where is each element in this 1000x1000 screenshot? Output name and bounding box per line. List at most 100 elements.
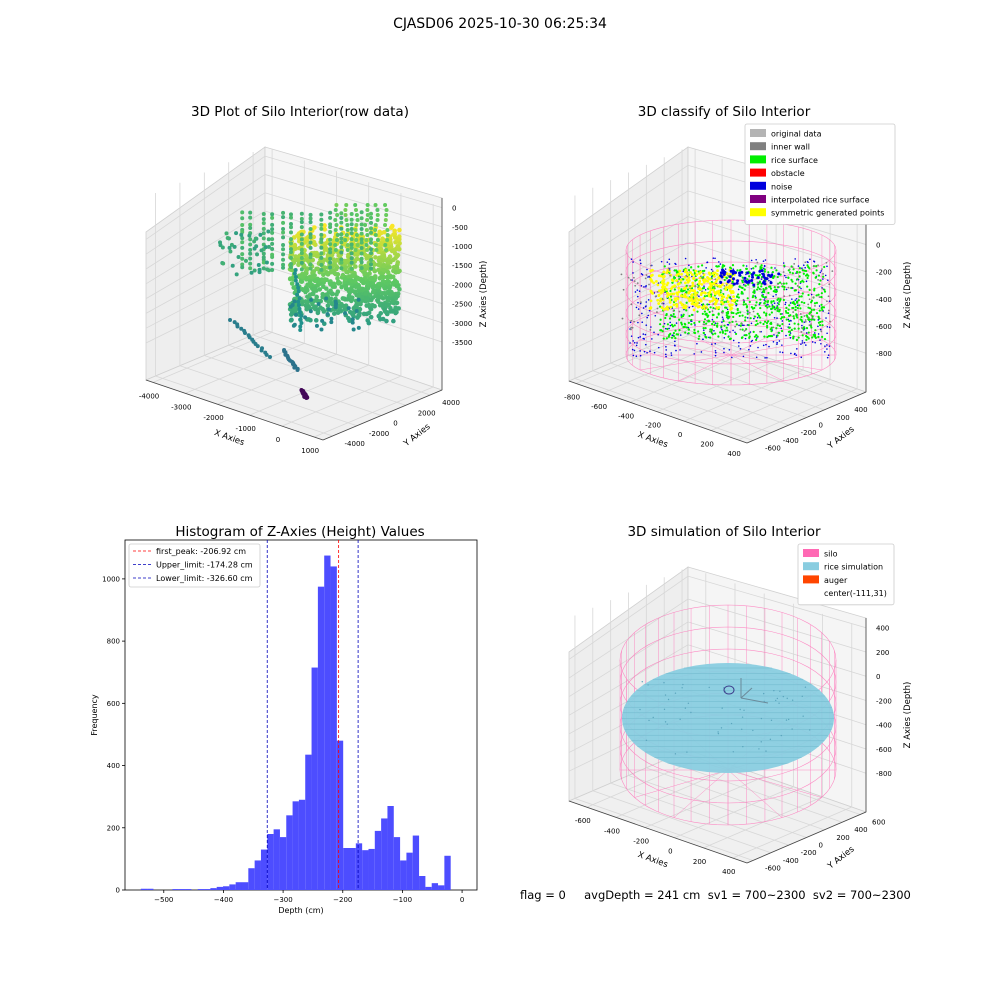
rice-simulation-point — [760, 717, 763, 720]
raw-data-point — [339, 260, 344, 265]
raw-x-gridline — [217, 353, 337, 405]
rice-simulation-point — [681, 687, 683, 689]
raw-y-gridline — [155, 375, 333, 437]
raw-x-tick-label: 1000 — [301, 447, 319, 455]
raw-data-point — [369, 240, 374, 245]
raw-x-tick-label: -1000 — [236, 425, 256, 433]
classify-plot-title: 3D classify of Silo Interior — [637, 104, 811, 120]
raw-data-point — [298, 279, 304, 284]
raw-data-point — [365, 280, 370, 285]
raw-data-point — [341, 303, 347, 309]
raw-data-point — [281, 230, 286, 235]
raw-data-point — [359, 210, 364, 215]
raw-x-tick-label: -3000 — [171, 403, 191, 411]
raw-y-tick-label: 4000 — [442, 399, 460, 407]
raw-data-point — [308, 216, 313, 221]
raw-data-point — [308, 255, 313, 260]
raw-data-point — [390, 280, 396, 286]
raw-data-point — [390, 309, 395, 314]
raw-data-point — [317, 287, 323, 292]
raw-data-point — [288, 312, 294, 317]
raw-data-point — [304, 267, 309, 273]
rice-simulation-point — [775, 699, 777, 702]
raw-data-point — [394, 254, 400, 259]
raw-data-point — [319, 212, 324, 217]
raw-data-point — [343, 238, 348, 242]
raw-data-point — [315, 308, 321, 314]
raw-data-point — [308, 240, 313, 245]
raw-data-point — [375, 284, 380, 290]
raw-data-point — [359, 260, 364, 265]
rice-simulation-point — [758, 748, 760, 750]
raw-y-tick-label: -2000 — [369, 430, 389, 438]
raw-data-point — [299, 247, 304, 252]
raw-data-point — [328, 210, 333, 215]
raw-data-point — [362, 271, 367, 276]
raw-data-point — [308, 232, 313, 237]
rice-simulation-point — [732, 751, 735, 753]
rice-simulation-point — [663, 682, 665, 684]
raw-data-point — [319, 262, 324, 267]
raw-data-point — [248, 256, 253, 261]
raw-data-point — [339, 245, 344, 250]
raw-data-point — [288, 255, 293, 260]
raw-data-point — [306, 317, 312, 322]
raw-data-point — [354, 256, 360, 262]
raw-data-point — [386, 296, 391, 301]
raw-data-point — [336, 279, 341, 285]
rice-simulation-point — [687, 702, 690, 704]
raw-data-point — [353, 264, 358, 269]
raw-data-point — [314, 253, 320, 259]
raw-data-point — [240, 256, 245, 261]
raw-axes-box: -4000 -3000 -2000 -1000 0 1000 -4000 -2000 0 2000… — [139, 146, 489, 455]
raw-data-point — [349, 278, 355, 284]
raw-data-point — [333, 266, 339, 272]
raw-data-point — [339, 250, 344, 255]
raw-data-point — [335, 233, 340, 237]
raw-data-point — [359, 240, 364, 245]
raw-data-point — [349, 295, 355, 300]
raw-data-point — [308, 226, 313, 231]
raw-data-point — [261, 251, 266, 256]
raw-data-point — [359, 227, 364, 232]
raw-data-point — [288, 318, 294, 323]
rice-simulation-point — [802, 715, 804, 717]
raw-data-point — [390, 223, 395, 229]
raw-data-point — [369, 257, 374, 262]
raw-data-point — [299, 255, 304, 260]
rice-simulation-point — [801, 695, 803, 698]
sim-x-tick-label: 200 — [693, 858, 706, 866]
raw-data-point — [328, 247, 333, 252]
rice-simulation-point — [682, 683, 684, 686]
raw-data-point — [349, 266, 354, 271]
raw-data-point — [304, 235, 310, 241]
raw-data-point — [349, 288, 355, 294]
raw-data-point — [379, 257, 384, 263]
sim-z-tick-label: 200 — [876, 649, 889, 657]
rice-simulation-point — [787, 718, 790, 721]
raw-data-point — [319, 267, 324, 272]
raw-data-point — [270, 227, 275, 232]
rice-simulation-point — [785, 719, 788, 721]
raw-data-point — [359, 256, 364, 261]
sim-y-tick-label: 200 — [836, 834, 849, 842]
raw-data-point — [248, 261, 253, 266]
raw-data-point — [362, 263, 368, 269]
raw-z-tick-label: -1000 — [452, 243, 472, 251]
raw-data-point — [322, 227, 328, 232]
rice-simulation-point — [721, 707, 723, 709]
rice-simulation-point — [741, 728, 743, 730]
status-footer: flag = 0 avgDepth = 241 cm sv1 = 700~230… — [520, 888, 911, 902]
sim-y-tick-label: 400 — [854, 826, 867, 834]
raw-data-point — [308, 235, 313, 240]
raw-data-point — [354, 223, 359, 227]
raw-data-point — [382, 309, 388, 314]
raw-data-point — [359, 246, 364, 251]
raw-data-point — [328, 230, 333, 235]
rice-simulation-point — [674, 753, 677, 755]
raw-data-point — [355, 218, 360, 222]
raw-data-point — [349, 231, 354, 236]
raw-data-point — [328, 260, 333, 265]
rice-simulation-point — [730, 722, 733, 725]
rice-simulation-point — [809, 729, 811, 731]
